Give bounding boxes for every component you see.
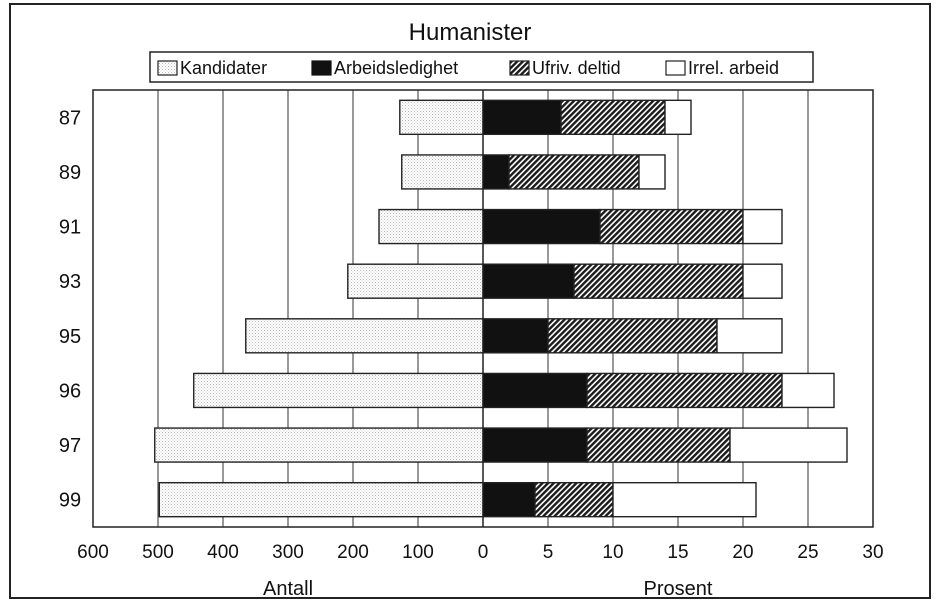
x-tick-left-0: 0 [478,542,489,563]
bar-irrel-arbeid-96 [781,372,835,409]
bar-arbeidsledighet-99 [482,481,536,518]
bar-irrel-arbeid-89 [638,154,666,190]
x-tick-right-10: 10 [602,542,623,563]
bar-ufriv-deltid-97 [586,427,731,463]
bar-kandidater-91 [378,208,484,245]
bar-irrel-arbeid-97 [729,427,848,463]
bar-ufriv-deltid-93 [573,263,744,299]
x-tick-left-300: 300 [272,542,304,563]
legend-label-ufriv-deltid: Ufriv. deltid [532,58,621,78]
legend-swatch-arbeidsledighet [311,60,332,76]
category-label-89: 89 [59,162,81,184]
bar-irrel-arbeid-95 [716,318,783,354]
bar-kandidater-96 [193,372,484,409]
x-tick-right-5: 5 [543,542,554,563]
legend: Kandidater Arbeidsledighet Ufriv. deltid… [149,51,814,83]
category-label-87: 87 [59,107,81,129]
bar-irrel-arbeid-93 [742,263,783,299]
x-tick-left-400: 400 [207,542,239,563]
category-label-96: 96 [59,380,81,402]
bar-kandidater-97 [154,427,484,463]
x-tick-right-25: 25 [797,542,818,563]
bar-kandidater-89 [401,154,484,190]
x-tick-right-30: 30 [862,542,883,563]
category-label-99: 99 [59,490,81,512]
bar-arbeidsledighet-93 [482,263,575,299]
bar-arbeidsledighet-87 [482,99,562,136]
legend-frame [149,51,814,83]
chart-title: Humanister [409,19,532,46]
legend-label-irrel-arbeid: Irrel. arbeid [688,58,779,78]
category-label-91: 91 [59,217,81,239]
bar-irrel-arbeid-99 [612,481,757,518]
bar-ufriv-deltid-96 [586,372,783,409]
x-tick-left-600: 600 [77,542,109,563]
x-tick-right-20: 20 [732,542,753,563]
bar-arbeidsledighet-89 [482,154,510,190]
bar-ufriv-deltid-87 [560,99,666,136]
bars [154,99,848,518]
category-label-93: 93 [59,271,81,293]
x-tick-left-500: 500 [142,542,174,563]
bar-kandidater-93 [347,263,484,299]
legend-swatch-irrel-arbeid [665,60,686,76]
category-labels: 87 89 91 93 95 96 97 99 [59,107,81,511]
category-label-97: 97 [59,435,81,457]
bar-kandidater-87 [399,99,484,136]
legend-label-arbeidsledighet: Arbeidsledighet [334,58,458,78]
right-axis-title: Prosent [644,578,713,600]
bar-ufriv-deltid-89 [508,154,640,190]
bar-ufriv-deltid-95 [547,318,718,354]
bar-arbeidsledighet-91 [482,208,601,245]
bar-irrel-arbeid-87 [664,99,692,136]
bar-ufriv-deltid-99 [534,481,614,518]
x-tick-labels: 600 500 400 300 200 100 0 5 10 15 20 25 30 [77,542,883,563]
legend-swatch-ufriv-deltid [509,60,530,76]
bar-arbeidsledighet-97 [482,427,588,463]
x-tick-left-200: 200 [337,542,369,563]
bar-kandidater-99 [158,481,484,518]
category-label-95: 95 [59,326,81,348]
legend-label-kandidater: Kandidater [180,58,267,78]
x-tick-right-15: 15 [667,542,688,563]
bar-arbeidsledighet-96 [482,372,588,409]
left-axis-title: Antall [263,578,313,600]
bar-ufriv-deltid-91 [599,208,744,245]
x-tick-left-100: 100 [402,542,434,563]
legend-swatch-kandidater [157,60,178,76]
bar-irrel-arbeid-91 [742,208,783,245]
bar-kandidater-95 [245,318,484,354]
bar-arbeidsledighet-95 [482,318,549,354]
